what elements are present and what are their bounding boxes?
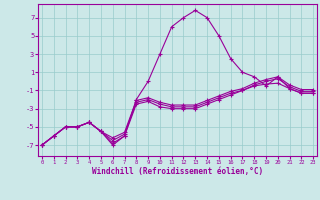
X-axis label: Windchill (Refroidissement éolien,°C): Windchill (Refroidissement éolien,°C) — [92, 167, 263, 176]
